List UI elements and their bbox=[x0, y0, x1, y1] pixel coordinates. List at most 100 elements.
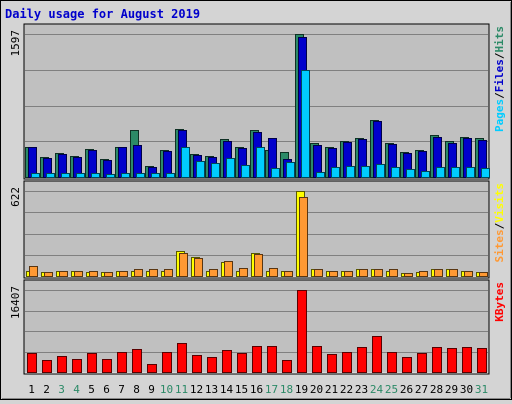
bar-kbytes-kbytes-14 bbox=[222, 350, 232, 373]
x-tick-label-15: 15 bbox=[235, 383, 248, 396]
x-tick-label-24: 24 bbox=[370, 383, 384, 396]
bar-kbytes-kbytes-17 bbox=[267, 346, 277, 373]
bar-visits-sites-sites-5 bbox=[89, 271, 98, 277]
bar-kbytes-kbytes-6 bbox=[102, 359, 112, 373]
bar-visits-sites-sites-25 bbox=[389, 269, 398, 277]
x-tick-label-11: 11 bbox=[175, 383, 188, 396]
panel-kbytes: 16407 KBytes bbox=[9, 279, 506, 375]
bar-visits-sites-sites-30 bbox=[464, 271, 473, 277]
legend-entry-hits-files-pages-1: / bbox=[493, 92, 506, 99]
panel-visits-sites: 622 Sites/Visits bbox=[9, 180, 506, 279]
bar-kbytes-kbytes-29 bbox=[447, 348, 457, 373]
bar-kbytes-kbytes-19 bbox=[297, 290, 307, 373]
chart-title: Daily usage for August 2019 bbox=[5, 7, 200, 21]
bar-kbytes-kbytes-1 bbox=[27, 353, 37, 373]
bar-visits-sites-sites-28 bbox=[434, 269, 443, 277]
bar-visits-sites-sites-7 bbox=[119, 271, 128, 277]
bar-visits-sites-sites-24 bbox=[374, 269, 383, 277]
x-tick-label-23: 23 bbox=[355, 383, 368, 396]
bar-visits-sites-sites-10 bbox=[164, 269, 173, 277]
bar-kbytes-kbytes-15 bbox=[237, 353, 247, 373]
bar-kbytes-kbytes-16 bbox=[252, 346, 262, 373]
bar-kbytes-kbytes-10 bbox=[162, 352, 172, 373]
legend-entry-visits-sites-0: Sites bbox=[493, 229, 506, 262]
bar-visits-sites-sites-22 bbox=[344, 271, 353, 277]
bar-visits-sites-sites-16 bbox=[254, 254, 263, 277]
bar-visits-sites-sites-18 bbox=[284, 271, 293, 277]
legend-entry-hits-files-pages-3: / bbox=[493, 52, 506, 59]
bar-hits-files-pages-pages-16 bbox=[256, 147, 265, 178]
bar-hits-files-pages-pages-27 bbox=[421, 171, 430, 178]
bar-visits-sites-sites-23 bbox=[359, 269, 368, 277]
bar-kbytes-kbytes-30 bbox=[462, 347, 472, 373]
x-tick-label-22: 22 bbox=[340, 383, 353, 396]
bar-kbytes-kbytes-2 bbox=[42, 360, 52, 373]
bar-visits-sites-sites-6 bbox=[104, 272, 113, 277]
bar-hits-files-pages-pages-20 bbox=[316, 172, 325, 178]
bar-kbytes-kbytes-21 bbox=[327, 354, 337, 373]
legend-entry-visits-sites-1: / bbox=[493, 222, 506, 229]
bar-hits-files-pages-pages-8 bbox=[136, 173, 145, 178]
max-label-visits-sites: 622 bbox=[9, 187, 22, 207]
legend-hits-files-pages: Pages/Files/Hits bbox=[493, 26, 506, 132]
x-tick-label-4: 4 bbox=[73, 383, 80, 396]
bar-visits-sites-sites-12 bbox=[194, 258, 203, 277]
x-tick-label-18: 18 bbox=[280, 383, 293, 396]
bar-hits-files-pages-pages-21 bbox=[331, 167, 340, 178]
bar-hits-files-pages-pages-12 bbox=[196, 161, 205, 178]
bar-hits-files-pages-pages-3 bbox=[61, 173, 70, 178]
bar-kbytes-kbytes-28 bbox=[432, 347, 442, 373]
bar-kbytes-kbytes-26 bbox=[402, 357, 412, 373]
bar-hits-files-pages-pages-17 bbox=[271, 168, 280, 178]
bar-hits-files-pages-pages-5 bbox=[91, 173, 100, 178]
bar-visits-sites-sites-14 bbox=[224, 261, 233, 277]
bar-hits-files-pages-pages-30 bbox=[466, 167, 475, 178]
x-tick-label-10: 10 bbox=[160, 383, 173, 396]
bar-kbytes-kbytes-7 bbox=[117, 352, 127, 373]
x-tick-label-31: 31 bbox=[475, 383, 488, 396]
bar-kbytes-kbytes-27 bbox=[417, 353, 427, 373]
bar-visits-sites-sites-11 bbox=[179, 253, 188, 277]
bar-hits-files-pages-pages-29 bbox=[451, 167, 460, 178]
bar-hits-files-pages-pages-10 bbox=[166, 173, 175, 178]
x-tick-label-9: 9 bbox=[148, 383, 155, 396]
legend-entry-kbytes-0: KBytes bbox=[493, 282, 506, 322]
bar-kbytes-kbytes-20 bbox=[312, 346, 322, 373]
chart-panels: 1597Pages/Files/Hits622Sites/Visits16407… bbox=[9, 23, 506, 375]
bar-visits-sites-sites-19 bbox=[299, 197, 308, 277]
x-tick-label-5: 5 bbox=[88, 383, 95, 396]
bar-hits-files-pages-files-8 bbox=[133, 145, 142, 178]
bar-hits-files-pages-pages-11 bbox=[181, 147, 190, 178]
bar-hits-files-pages-pages-24 bbox=[376, 164, 385, 178]
bar-hits-files-pages-pages-23 bbox=[361, 166, 370, 178]
bar-kbytes-kbytes-18 bbox=[282, 360, 292, 373]
bar-kbytes-kbytes-12 bbox=[192, 355, 202, 373]
bar-hits-files-pages-pages-25 bbox=[391, 167, 400, 178]
bar-visits-sites-sites-27 bbox=[419, 271, 428, 277]
bar-visits-sites-sites-4 bbox=[74, 271, 83, 277]
x-tick-label-14: 14 bbox=[220, 383, 234, 396]
bar-hits-files-pages-pages-4 bbox=[76, 173, 85, 178]
bar-kbytes-kbytes-11 bbox=[177, 343, 187, 373]
x-axis: 1 2 3 4 5 6 7 8 9 10 11 12 13 14 15 16 17 18 19 20 21 22 23 24 2… bbox=[28, 383, 488, 396]
legend-kbytes: KBytes bbox=[493, 282, 506, 322]
x-tick-label-21: 21 bbox=[325, 383, 338, 396]
legend-entry-hits-files-pages-4: Hits bbox=[493, 26, 506, 53]
bar-visits-sites-sites-31 bbox=[479, 272, 488, 277]
bar-hits-files-pages-pages-14 bbox=[226, 158, 235, 178]
bar-kbytes-kbytes-25 bbox=[387, 352, 397, 373]
bar-hits-files-pages-pages-7 bbox=[121, 173, 130, 178]
x-tick-label-12: 12 bbox=[190, 383, 203, 396]
bar-kbytes-kbytes-5 bbox=[87, 353, 97, 373]
bar-hits-files-pages-pages-6 bbox=[106, 174, 115, 178]
x-tick-label-3: 3 bbox=[58, 383, 65, 396]
x-tick-label-13: 13 bbox=[205, 383, 218, 396]
legend-entry-hits-files-pages-2: Files bbox=[493, 59, 506, 92]
bar-hits-files-pages-pages-18 bbox=[286, 162, 295, 178]
x-tick-label-16: 16 bbox=[250, 383, 263, 396]
bar-hits-files-pages-pages-28 bbox=[436, 167, 445, 178]
bar-kbytes-kbytes-31 bbox=[477, 348, 487, 373]
x-tick-label-19: 19 bbox=[295, 383, 308, 396]
bar-visits-sites-sites-2 bbox=[44, 272, 53, 277]
